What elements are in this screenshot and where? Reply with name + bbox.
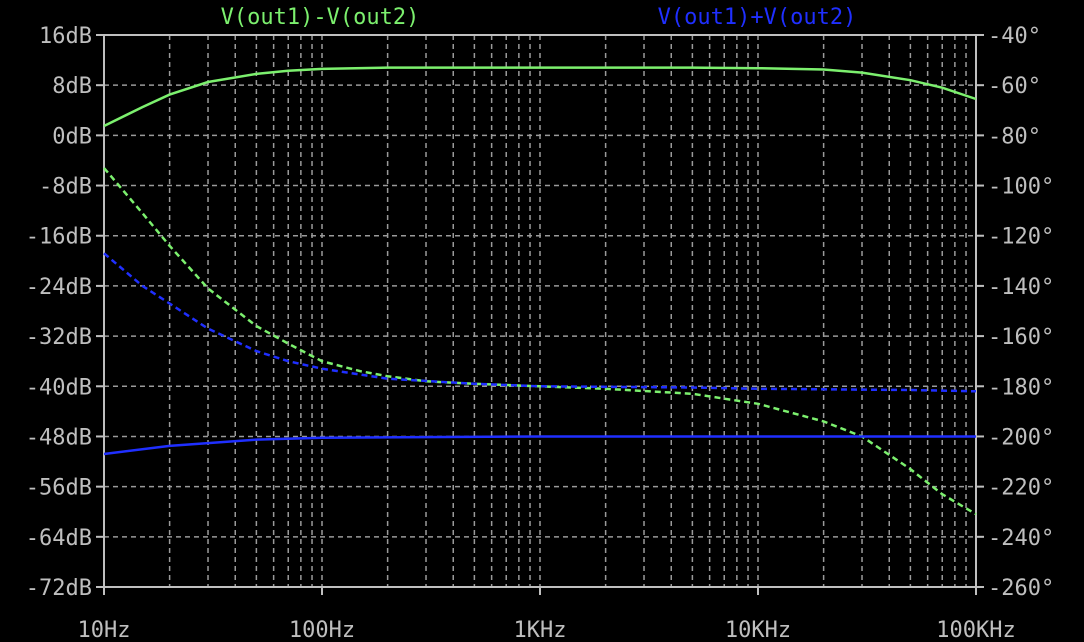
x-tick-label: 1KHz (514, 618, 567, 642)
y-left-tick-label: -40dB (26, 375, 92, 400)
y-right-tick-label: -180° (988, 375, 1054, 400)
tick-labels: 16dB -40° 8dB -60° 0dB -80° -8dB -100° -16dB -120… (26, 24, 1054, 642)
curves (103, 66, 977, 516)
legend-entry-series-1: V(out1)-V(out2) (221, 5, 420, 30)
y-left-tick-label: 16dB (39, 24, 92, 49)
y-right-tick-label: -120° (988, 225, 1054, 250)
y-right-tick-label: -160° (988, 325, 1054, 350)
series-1-magnitude-line (103, 66, 977, 128)
x-tick-label: 100Hz (289, 618, 355, 642)
y-right-tick-label: -240° (988, 526, 1054, 551)
y-right-tick-label: -60° (988, 74, 1041, 99)
y-right-tick-label: -140° (988, 275, 1054, 300)
y-right-tick-label: -100° (988, 175, 1054, 200)
legend: V(out1)-V(out2) V(out1)+V(out2) (221, 5, 857, 30)
x-tick-label: 10Hz (78, 618, 131, 642)
series-2-magnitude-line (103, 435, 976, 456)
y-left-tick-label: -24dB (26, 275, 92, 300)
y-left-tick-label: 0dB (52, 124, 92, 149)
y-left-tick-label: 8dB (52, 74, 92, 99)
legend-entry-series-2: V(out1)+V(out2) (658, 5, 857, 30)
y-left-tick-label: -56dB (26, 476, 92, 501)
tick-marks (96, 34, 984, 595)
x-tick-label: 10KHz (725, 618, 791, 642)
y-right-tick-label: -200° (988, 425, 1054, 450)
y-right-tick-label: -40° (988, 24, 1041, 49)
y-left-tick-label: -72dB (26, 576, 92, 601)
y-right-tick-label: -220° (988, 476, 1054, 501)
y-left-tick-label: -32dB (26, 325, 92, 350)
y-right-tick-label: -260° (988, 576, 1054, 601)
y-left-tick-label: -8dB (39, 175, 92, 200)
y-left-tick-label: -64dB (26, 526, 92, 551)
y-right-tick-label: -80° (988, 124, 1041, 149)
series-2-phase-line (103, 252, 977, 393)
y-left-tick-label: -48dB (26, 425, 92, 450)
y-left-tick-label: -16dB (26, 225, 92, 250)
grid (104, 35, 976, 587)
x-tick-label: 100KHz (936, 618, 1015, 642)
